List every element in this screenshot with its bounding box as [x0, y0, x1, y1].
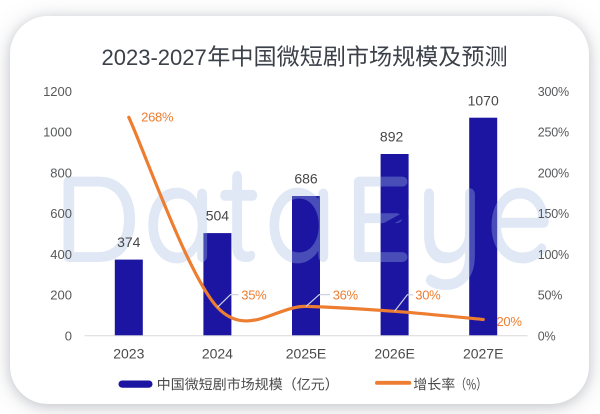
svg-text:20%: 20%	[497, 314, 523, 329]
svg-text:200%: 200%	[538, 166, 569, 180]
svg-text:2024: 2024	[202, 346, 233, 362]
svg-text:50%: 50%	[538, 289, 563, 303]
svg-text:2023: 2023	[113, 346, 144, 362]
svg-text:100%: 100%	[538, 248, 569, 262]
svg-text:374: 374	[117, 234, 141, 250]
svg-text:1070: 1070	[468, 92, 499, 108]
svg-text:268%: 268%	[141, 110, 174, 125]
svg-text:300%: 300%	[538, 85, 569, 99]
svg-text:36%: 36%	[333, 287, 359, 302]
svg-text:400: 400	[50, 247, 72, 262]
svg-text:200: 200	[50, 288, 72, 303]
svg-text:0%: 0%	[538, 329, 556, 343]
svg-text:1200: 1200	[43, 84, 72, 99]
svg-text:2026E: 2026E	[374, 346, 414, 362]
svg-text:2025E: 2025E	[286, 346, 326, 362]
svg-text:504: 504	[206, 208, 230, 224]
svg-text:686: 686	[294, 171, 318, 187]
svg-text:2027E: 2027E	[463, 346, 503, 362]
svg-text:800: 800	[50, 165, 72, 180]
svg-text:30%: 30%	[415, 288, 441, 303]
svg-text:892: 892	[380, 129, 404, 145]
svg-text:1000: 1000	[43, 125, 72, 140]
svg-text:0: 0	[65, 328, 72, 343]
svg-text:250%: 250%	[538, 126, 569, 140]
svg-text:2023-2027: 2023-2027	[102, 45, 207, 70]
svg-text:35%: 35%	[241, 287, 267, 302]
svg-text:600: 600	[50, 206, 72, 221]
svg-text:150%: 150%	[538, 207, 569, 221]
